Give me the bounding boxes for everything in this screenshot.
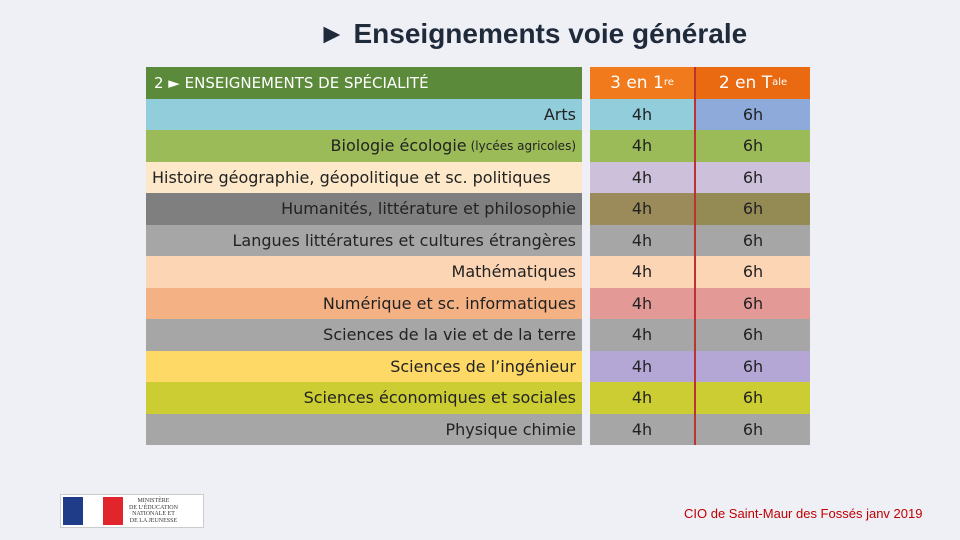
specialty-label: Langues littératures et cultures étrangè… xyxy=(146,224,582,256)
hours-final-year: 6h xyxy=(696,287,810,319)
hours-final-year: 6h xyxy=(696,161,810,193)
specialty-label: Humanités, littérature et philosophie xyxy=(146,193,582,225)
hours-first-year: 4h xyxy=(590,224,696,256)
hours-final-year: 6h xyxy=(696,256,810,288)
table-header-row: 2 ► ENSEIGNEMENTS DE SPÉCIALITÉ 3 en 1 re… xyxy=(146,67,810,99)
table-row: Mathématiques 4h 6h xyxy=(146,256,810,288)
header-col-1: 3 en 1 re xyxy=(590,67,696,99)
hours-first-year: 4h xyxy=(590,161,696,193)
hours-final-year: 6h xyxy=(696,224,810,256)
hours-first-year: 4h xyxy=(590,382,696,414)
hours-first-year: 4h xyxy=(590,98,696,130)
hours-first-year: 4h xyxy=(590,319,696,351)
hours-final-year: 6h xyxy=(696,130,810,162)
specialty-label: Sciences de la vie et de la terre xyxy=(146,319,582,351)
specialty-label: Biologie écologie (lycées agricoles) xyxy=(146,130,582,162)
specialty-label: Mathématiques xyxy=(146,256,582,288)
specialty-label: Sciences économiques et sociales xyxy=(146,382,582,414)
ministry-logo: MINISTÈRE DE L’ÉDUCATION NATIONALE ET DE… xyxy=(60,494,204,528)
hours-first-year: 4h xyxy=(590,193,696,225)
specialty-label: Histoire géographie, géopolitique et sc.… xyxy=(146,161,582,193)
hours-final-year: 6h xyxy=(696,382,810,414)
specialty-label: Numérique et sc. informatiques xyxy=(146,287,582,319)
specialty-label: Arts xyxy=(146,98,582,130)
hours-first-year: 4h xyxy=(590,350,696,382)
hours-final-year: 6h xyxy=(696,98,810,130)
page-title: ► Enseignements voie générale xyxy=(318,18,748,49)
hours-first-year: 4h xyxy=(590,413,696,445)
table-row: Physique chimie 4h 6h xyxy=(146,413,810,445)
table-row: Histoire géographie, géopolitique et sc.… xyxy=(146,161,810,193)
hours-first-year: 4h xyxy=(590,130,696,162)
table-row: Sciences économiques et sociales 4h 6h xyxy=(146,382,810,414)
table-row: Sciences de l’ingénieur 4h 6h xyxy=(146,350,810,382)
specialty-label: Sciences de l’ingénieur xyxy=(146,350,582,382)
table-row: Langues littératures et cultures étrangè… xyxy=(146,224,810,256)
hours-final-year: 6h xyxy=(696,413,810,445)
french-flag-icon xyxy=(63,497,123,525)
table-row: Arts 4h 6h xyxy=(146,98,810,130)
table-row: Biologie écologie (lycées agricoles) 4h 6h xyxy=(146,130,810,162)
specialties-table: 2 ► ENSEIGNEMENTS DE SPÉCIALITÉ 3 en 1 re… xyxy=(146,67,810,445)
hours-final-year: 6h xyxy=(696,319,810,351)
specialty-label: Physique chimie xyxy=(146,413,582,445)
ministry-name: MINISTÈRE DE L’ÉDUCATION NATIONALE ET DE… xyxy=(129,498,178,524)
table-row: Humanités, littérature et philosophie 4h 6… xyxy=(146,193,810,225)
table-row: Numérique et sc. informatiques 4h 6h xyxy=(146,287,810,319)
header-label: 2 ► ENSEIGNEMENTS DE SPÉCIALITÉ xyxy=(146,67,582,99)
hours-first-year: 4h xyxy=(590,287,696,319)
hours-first-year: 4h xyxy=(590,256,696,288)
table-row: Sciences de la vie et de la terre 4h 6h xyxy=(146,319,810,351)
hours-final-year: 6h xyxy=(696,193,810,225)
hours-final-year: 6h xyxy=(696,350,810,382)
footer-credit: CIO de Saint-Maur des Fossés janv 2019 xyxy=(684,506,923,521)
specialty-note: (lycées agricoles) xyxy=(470,138,576,153)
